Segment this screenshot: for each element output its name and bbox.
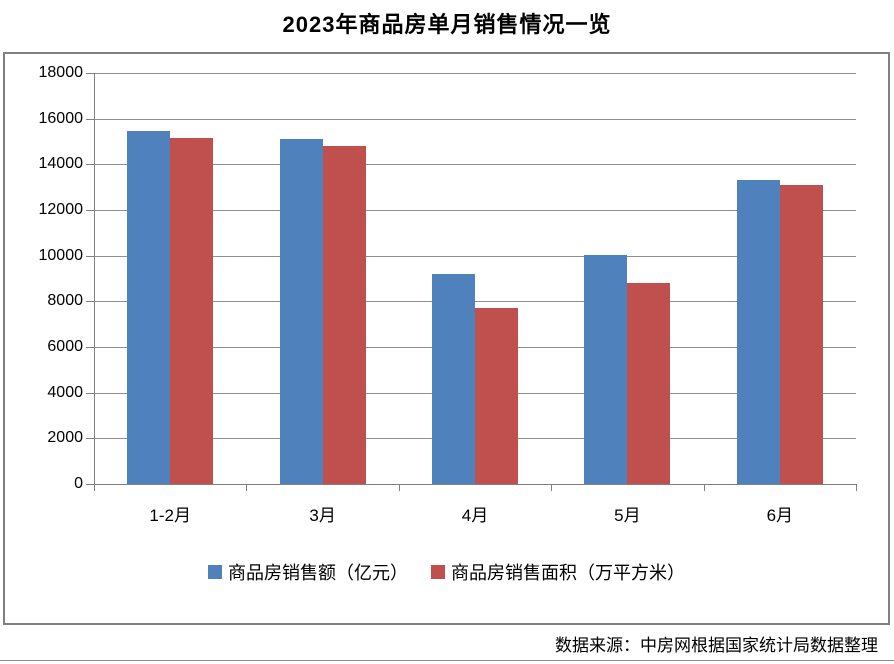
- x-tick-2: [398, 484, 400, 491]
- gridline-8000: [94, 301, 856, 303]
- y-tick-16000: [86, 118, 94, 120]
- x-axis-line: [94, 484, 856, 485]
- y-axis-label-2000: 2000: [47, 429, 83, 447]
- x-axis-label-5月: 5月: [614, 506, 641, 525]
- gridline-18000: [94, 73, 856, 74]
- bar-area-4月: [475, 308, 518, 484]
- x-axis-label-3月: 3月: [309, 506, 336, 525]
- y-tick-12000: [86, 210, 94, 211]
- bar-area-5月: [627, 282, 671, 484]
- y-tick-14000: [86, 164, 94, 166]
- y-axis-label-0: 0: [74, 475, 83, 492]
- legend-label-area: 商品房销售面积（万平方米）: [451, 563, 685, 583]
- x-tick-1: [246, 484, 248, 491]
- data-source-note: 数据来源：中房网根据国家统计局数据整理: [555, 636, 878, 655]
- x-tick-0: [94, 484, 95, 491]
- legend-swatch-area: [431, 565, 445, 579]
- legend-label-sales: 商品房销售额（亿元）: [228, 563, 408, 583]
- y-axis-label-8000: 8000: [47, 292, 83, 310]
- y-tick-8000: [86, 301, 94, 303]
- y-axis-label-12000: 12000: [38, 201, 84, 218]
- y-axis-label-4000: 4000: [47, 383, 83, 401]
- chart-title: 2023年商品房单月销售情况一览: [282, 12, 612, 37]
- bottom-divider: [0, 660, 894, 661]
- y-axis-label-10000: 10000: [38, 246, 84, 264]
- y-axis-label-14000: 14000: [38, 155, 84, 173]
- y-tick-18000: [86, 73, 94, 74]
- bar-sales-4月: [432, 273, 475, 484]
- legend-swatch-sales: [208, 565, 222, 579]
- x-axis-label-4月: 4月: [461, 506, 489, 525]
- x-tick-4: [703, 484, 705, 491]
- y-tick-6000: [86, 347, 94, 348]
- bar-sales-6月: [736, 180, 780, 484]
- bar-sales-5月: [584, 254, 628, 484]
- x-tick-3: [551, 484, 553, 491]
- bar-sales-3月: [279, 139, 323, 484]
- y-tick-4000: [86, 392, 94, 394]
- y-axis-label-6000: 6000: [47, 338, 83, 355]
- x-axis-label-1-2月: 1-2月: [149, 506, 191, 525]
- gridline-12000: [94, 210, 856, 211]
- y-tick-0: [86, 484, 94, 485]
- legend-item-area: 商品房销售面积（万平方米）: [431, 559, 685, 585]
- y-tick-2000: [86, 438, 94, 440]
- gridline-16000: [94, 118, 856, 120]
- legend: 商品房销售额（亿元） 商品房销售面积（万平方米）: [5, 559, 888, 585]
- chart-area: 0 2000 4000 6000 8000 10000 12000 14000 16000 180…: [3, 52, 890, 625]
- y-axis-label-16000: 16000: [38, 109, 84, 127]
- legend-item-sales: 商品房销售额（亿元）: [208, 559, 408, 585]
- x-axis-label-6月: 6月: [766, 506, 794, 525]
- y-axis-line: [94, 73, 95, 484]
- y-axis-label-18000: 18000: [38, 64, 84, 81]
- bar-area-1-2月: [170, 138, 214, 484]
- bar-area-3月: [322, 145, 366, 484]
- x-tick-5: [856, 484, 857, 491]
- y-tick-10000: [86, 255, 94, 257]
- bar-sales-1-2月: [127, 131, 171, 484]
- bar-area-6月: [779, 185, 823, 484]
- gridline-14000: [94, 164, 856, 166]
- gridline-10000: [94, 255, 856, 257]
